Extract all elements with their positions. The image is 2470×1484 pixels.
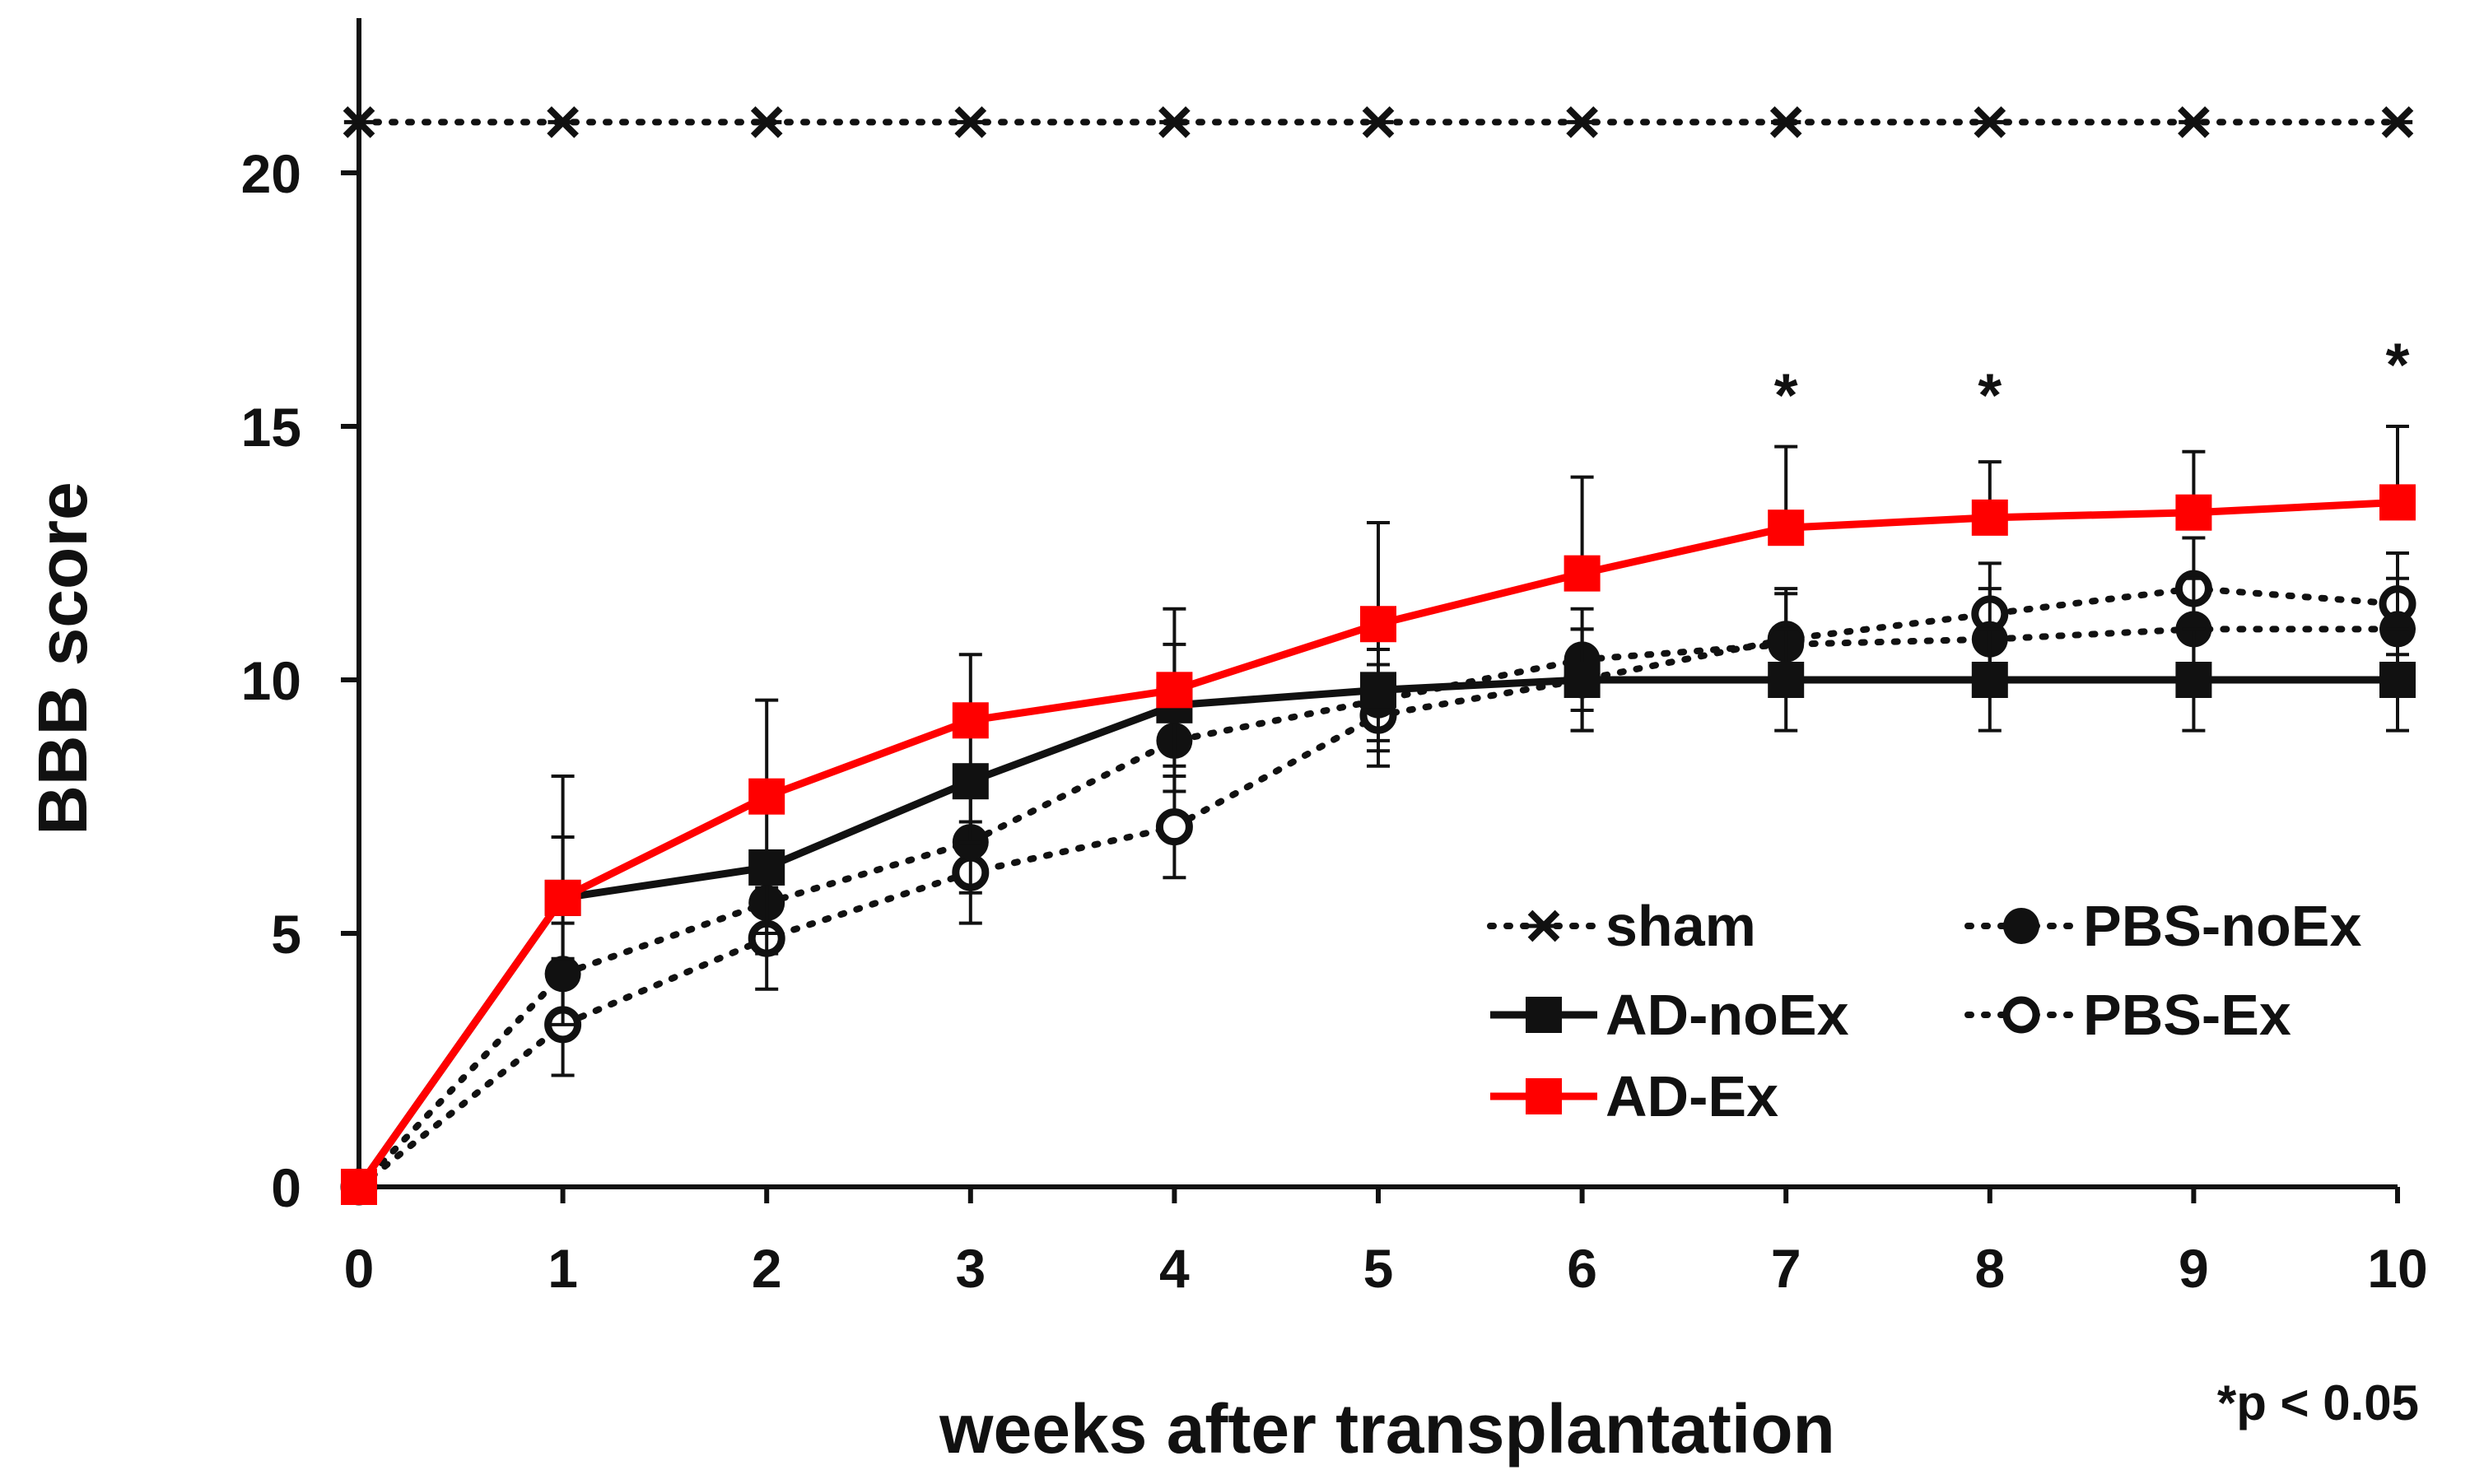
x-tick-label: 8 (1974, 1238, 2005, 1299)
x-tick-label: 10 (2367, 1238, 2427, 1299)
data-point (1564, 555, 1601, 592)
significance-footnote: *p < 0.05 (2217, 1375, 2419, 1431)
data-point (2381, 106, 2414, 138)
x-tick-label: 4 (1159, 1238, 1190, 1299)
data-point (748, 849, 785, 886)
data-point (954, 106, 987, 138)
data-point (1564, 662, 1601, 698)
data-point (1768, 509, 1805, 547)
data-point (1566, 106, 1598, 138)
legend-item-sham: sham (1487, 894, 1756, 958)
data-point (544, 879, 581, 916)
data-point (952, 763, 989, 800)
legend-marker (1527, 909, 1560, 942)
data-point (952, 702, 989, 739)
legend-label: PBS-Ex (2083, 983, 2291, 1047)
data-point (748, 778, 785, 815)
y-axis-label: BBB score (24, 481, 101, 835)
x-tick-label: 2 (752, 1238, 782, 1299)
x-axis-label: weeks after transplantation (939, 1390, 1835, 1468)
y-tick-label: 20 (241, 143, 301, 204)
data-point (544, 956, 581, 993)
data-point (1971, 662, 2008, 698)
data-point (1360, 672, 1396, 709)
data-point (1155, 808, 1193, 846)
legend-item-pbs-ex: PBS-Ex (1964, 983, 2291, 1047)
data-point (547, 106, 579, 138)
x-tick-label: 9 (2179, 1238, 2209, 1299)
data-point (2175, 662, 2212, 698)
x-tick-label: 5 (1363, 1238, 1394, 1299)
data-point (1971, 499, 2008, 536)
y-tick-label: 10 (241, 650, 301, 711)
y-tick-label: 15 (241, 397, 301, 458)
significance-star: * (2386, 331, 2410, 399)
legend-marker (1526, 997, 1562, 1033)
legend-item-ad-ex: AD-Ex (1490, 1064, 1778, 1128)
legend-item-pbs-noex: PBS-noEx (1964, 894, 2361, 958)
data-point (2379, 662, 2416, 698)
y-tick-label: 0 (271, 1157, 301, 1218)
data-point (1360, 606, 1396, 643)
data-point (2175, 494, 2212, 531)
x-tick-label: 3 (955, 1238, 986, 1299)
data-point (750, 106, 783, 138)
data-point (1362, 106, 1395, 138)
legend-label: AD-noEx (1606, 983, 1849, 1047)
y-tick-label: 5 (271, 904, 301, 965)
series-ad-ex (341, 425, 2416, 1205)
legend-label: PBS-noEx (2083, 894, 2361, 958)
series-sham (343, 106, 2414, 138)
data-point (1768, 662, 1805, 698)
x-tick-label: 6 (1567, 1238, 1597, 1299)
legend-marker (2003, 908, 2039, 944)
data-point (343, 106, 375, 138)
x-tick-label: 0 (344, 1238, 375, 1299)
data-point (1974, 106, 2006, 138)
significance-star: * (1774, 361, 1798, 430)
legend-marker (2002, 996, 2040, 1034)
data-point (1156, 672, 1193, 709)
x-tick-label: 7 (1771, 1238, 1801, 1299)
series: * * * (340, 106, 2416, 1206)
x-tick-label: 1 (548, 1238, 578, 1299)
data-point (2379, 484, 2416, 521)
series-ad-noex (341, 627, 2416, 1205)
axes: 0 5 10 15 20 0 1 2 3 4 5 6 7 8 9 10 (241, 18, 2428, 1299)
legend-item-ad-noex: AD-noEx (1490, 983, 1849, 1047)
significance-star: * (1978, 361, 2002, 430)
data-point (2178, 106, 2210, 138)
data-point (341, 1169, 377, 1205)
legend-label: AD-Ex (1606, 1064, 1778, 1128)
data-point (1158, 106, 1191, 138)
data-point (1769, 106, 1802, 138)
legend-label: sham (1606, 894, 1756, 958)
legend-marker (1526, 1078, 1562, 1114)
legend: sham AD-noEx AD-Ex PBS-noEx PBS-Ex (1487, 894, 2361, 1128)
